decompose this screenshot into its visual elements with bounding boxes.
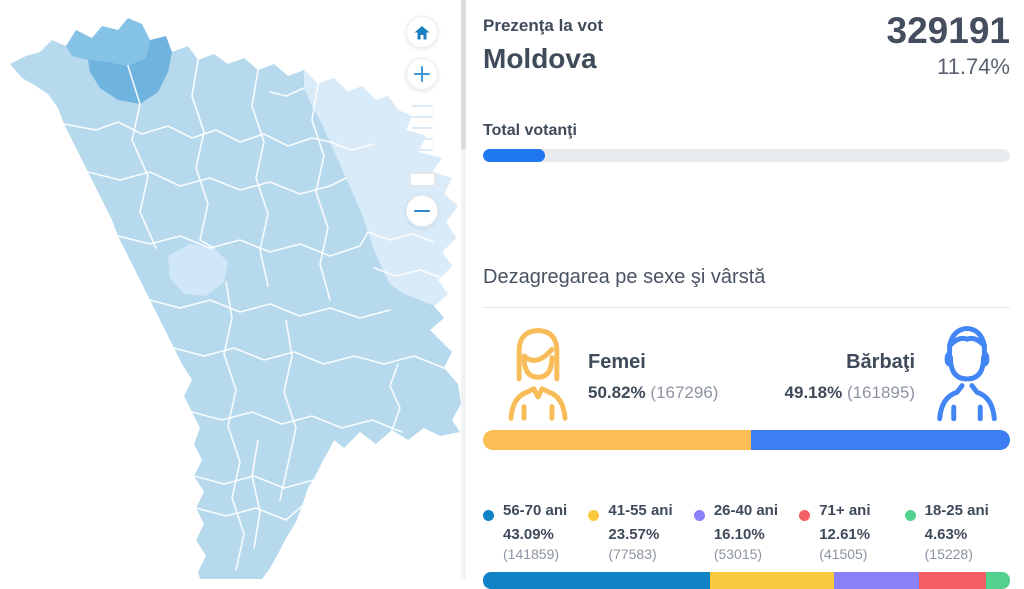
age-bar-segment <box>985 572 1010 589</box>
legend-dot <box>483 509 494 521</box>
turnout-progress-fill <box>483 148 545 162</box>
female-stats: Femei 50.82% (167296) <box>588 351 718 427</box>
legend-label: 41-55 ani <box>608 501 673 519</box>
legend-percent: 12.61% <box>819 525 871 543</box>
legend-label: 71+ ani <box>819 501 871 519</box>
female-percent: 50.82% <box>588 382 646 402</box>
age-bar-segment <box>483 572 711 589</box>
map-region-east-strip[interactable] <box>304 70 458 306</box>
district-borders <box>63 59 445 571</box>
scrollbar-thumb[interactable] <box>461 0 466 150</box>
zoom-tick <box>411 148 433 151</box>
turnout-progress-bar <box>483 148 1010 162</box>
age-bar-segment <box>834 572 920 589</box>
home-button[interactable] <box>406 16 438 48</box>
male-percent: 49.18% <box>784 382 843 402</box>
female-count: (167296) <box>650 382 719 402</box>
zoom-tick <box>411 115 433 118</box>
turnout-percent-value: 11.74% <box>937 53 1010 79</box>
map-region-base[interactable] <box>0 0 461 579</box>
moldova-map[interactable] <box>0 0 461 579</box>
home-icon <box>414 25 430 39</box>
page-title: Moldova <box>483 43 597 74</box>
zoom-tick <box>411 137 433 140</box>
legend-percent: 4.63% <box>924 525 968 543</box>
gender-bar <box>483 429 1010 450</box>
legend-item: 18-25 ani 4.63% (15228) <box>904 500 1010 566</box>
legend-percent: 43.09% <box>503 525 554 543</box>
age-bar <box>483 572 1010 589</box>
legend-dot <box>588 509 600 521</box>
map-region-north-1[interactable] <box>66 18 150 66</box>
zoom-slider-handle[interactable] <box>408 172 436 187</box>
age-bar-segment <box>919 572 986 589</box>
map-area <box>0 0 461 579</box>
legend-item: 41-55 ani 23.57% (77583) <box>588 500 693 566</box>
male-stats: Bărbaţi 49.18% (161895) <box>785 351 915 427</box>
legend-count: (141859) <box>503 546 560 563</box>
legend-item: 71+ ani 12.61% (41505) <box>799 500 904 566</box>
plus-icon <box>414 66 430 82</box>
legend-dot <box>799 509 811 521</box>
panel-header: Prezenţa la vot Moldova 329191 11.74% <box>483 10 1010 80</box>
zoom-in-button[interactable] <box>406 58 438 90</box>
female-icon <box>497 321 579 427</box>
male-count: (161895) <box>846 382 915 402</box>
legend-percent: 23.57% <box>608 525 660 543</box>
legend-item: 56-70 ani 43.09% (141859) <box>483 500 588 566</box>
gender-bar-male <box>750 429 1010 450</box>
legend-dot <box>693 509 705 521</box>
zoom-tick <box>411 159 433 162</box>
male-label: Bărbaţi <box>846 350 915 373</box>
legend-count: (15228) <box>924 546 973 563</box>
progress-label: Total votanţi <box>483 121 577 139</box>
map-region-center-light[interactable] <box>168 244 228 296</box>
legend-count: (77583) <box>608 546 657 563</box>
panel-subtitle: Prezenţa la vot <box>483 16 603 35</box>
legend-count: (53015) <box>713 546 763 563</box>
zoom-tick <box>411 126 433 129</box>
total-votes-value: 329191 <box>886 10 1010 51</box>
age-legend: 56-70 ani 43.09% (141859) 41-55 ani 23.5… <box>483 500 1010 566</box>
minus-icon <box>414 210 430 212</box>
zoom-tick <box>411 104 433 107</box>
legend-label: 26-40 ani <box>713 501 779 519</box>
section-title: Dezagregarea pe sexe şi vârstă <box>483 265 766 288</box>
gender-bar-female <box>483 429 751 450</box>
zoom-slider[interactable] <box>411 100 433 166</box>
stats-panel: Prezenţa la vot Moldova 329191 11.74% To… <box>466 0 1024 589</box>
section-divider <box>483 306 1010 308</box>
map-controls <box>405 16 439 227</box>
legend-label: 56-70 ani <box>503 501 568 519</box>
legend-dot <box>904 509 916 521</box>
gender-row: Femei 50.82% (167296) Bărbaţi 49.18% (16… <box>483 325 1010 427</box>
panel-divider <box>461 0 466 579</box>
legend-item: 26-40 ani 16.10% (53015) <box>693 500 799 566</box>
legend-count: (41505) <box>819 546 868 563</box>
legend-label: 18-25 ani <box>924 501 989 519</box>
age-bar-segment <box>710 572 835 589</box>
female-label: Femei <box>588 350 646 373</box>
male-icon <box>924 321 1010 427</box>
zoom-out-button[interactable] <box>406 195 438 227</box>
legend-percent: 16.10% <box>713 525 765 543</box>
